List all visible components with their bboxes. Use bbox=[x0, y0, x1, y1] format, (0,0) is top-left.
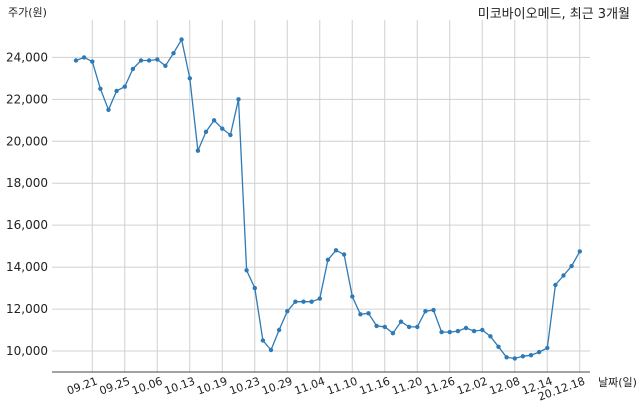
data-point bbox=[398, 319, 404, 324]
data-point bbox=[423, 309, 428, 314]
data-point bbox=[317, 296, 322, 301]
y-tick-labels: 10,000 12,000 14,000 16,000 18,000 20,000 22,0… bbox=[6, 50, 48, 358]
data-point bbox=[471, 328, 477, 334]
data-point bbox=[171, 51, 176, 56]
data-point bbox=[260, 338, 266, 343]
data-point bbox=[301, 299, 306, 304]
data-point bbox=[463, 325, 469, 331]
x-tick-label: 10.19 bbox=[195, 375, 229, 398]
x-tick-label: 09.21 bbox=[65, 375, 99, 398]
data-point bbox=[220, 126, 225, 131]
data-point bbox=[504, 355, 509, 360]
data-point bbox=[528, 353, 534, 358]
data-point bbox=[293, 299, 298, 304]
x-tick-label: 12.02 bbox=[455, 375, 489, 398]
data-point bbox=[512, 356, 517, 361]
data-point bbox=[415, 324, 420, 330]
x-tick-label: 11.04 bbox=[293, 375, 327, 398]
data-point bbox=[146, 58, 152, 63]
x-tick-label: 11.10 bbox=[325, 375, 359, 398]
data-point bbox=[350, 294, 355, 299]
data-point bbox=[455, 328, 461, 334]
data-points bbox=[73, 37, 582, 361]
data-point bbox=[520, 354, 526, 359]
y-tick-label: 24,000 bbox=[6, 50, 48, 64]
data-point bbox=[390, 331, 396, 336]
data-point bbox=[374, 323, 379, 329]
data-point bbox=[358, 312, 363, 317]
data-point bbox=[439, 329, 444, 335]
x-tick-label: 10.29 bbox=[260, 375, 294, 398]
data-point bbox=[252, 285, 257, 291]
data-point bbox=[561, 273, 566, 278]
data-point bbox=[545, 345, 550, 351]
data-point bbox=[236, 97, 241, 102]
data-point bbox=[325, 257, 331, 262]
data-point bbox=[341, 252, 347, 257]
data-point bbox=[577, 249, 582, 254]
data-point bbox=[187, 76, 192, 81]
y-tick-label: 10,000 bbox=[6, 344, 48, 358]
data-point bbox=[155, 57, 160, 62]
data-point bbox=[333, 248, 339, 253]
data-point bbox=[203, 129, 209, 134]
y-tick-label: 18,000 bbox=[6, 176, 48, 190]
data-point bbox=[122, 84, 128, 89]
x-tick-label: 12.08 bbox=[488, 375, 522, 398]
data-point bbox=[228, 132, 233, 138]
data-point bbox=[480, 327, 485, 333]
y-tick-label: 20,000 bbox=[6, 134, 48, 148]
data-point bbox=[569, 263, 574, 269]
data-point bbox=[73, 58, 79, 63]
series-line bbox=[75, 37, 581, 360]
data-point bbox=[447, 329, 452, 335]
data-point bbox=[488, 334, 493, 339]
data-point bbox=[163, 63, 168, 68]
x-tick-label: 09.25 bbox=[98, 375, 132, 398]
x-tick-label: 10.06 bbox=[130, 375, 164, 398]
x-tick-labels: 09.2109.2510.0610.1310.1910.2310.2911.04… bbox=[65, 375, 587, 404]
data-point bbox=[195, 148, 201, 153]
x-tick-label: 10.13 bbox=[163, 375, 197, 398]
data-point bbox=[90, 59, 95, 64]
data-point bbox=[309, 299, 314, 304]
data-point bbox=[276, 327, 282, 333]
y-tick-label: 12,000 bbox=[6, 302, 48, 316]
data-point bbox=[114, 88, 119, 94]
x-tick-label: 11.26 bbox=[423, 375, 457, 398]
data-point bbox=[553, 282, 558, 288]
data-point bbox=[536, 349, 542, 355]
data-point bbox=[179, 37, 184, 42]
x-tick-label: 11.20 bbox=[390, 375, 424, 398]
y-tick-label: 16,000 bbox=[6, 218, 48, 232]
data-point bbox=[211, 118, 217, 123]
data-point bbox=[138, 58, 144, 63]
data-point bbox=[382, 324, 387, 330]
data-point bbox=[106, 107, 111, 113]
data-point bbox=[130, 66, 136, 72]
data-point bbox=[244, 268, 249, 273]
x-tick-label: 10.23 bbox=[228, 375, 262, 398]
data-point bbox=[496, 344, 501, 349]
data-point bbox=[81, 55, 87, 60]
y-axis-label: 주가(원) bbox=[8, 6, 47, 19]
data-point bbox=[268, 347, 274, 353]
data-point bbox=[98, 86, 103, 92]
y-tick-label: 22,000 bbox=[6, 92, 48, 106]
y-tick-label: 14,000 bbox=[6, 260, 48, 274]
data-point bbox=[285, 309, 290, 314]
chart-title: 미코바이오메드, 최근 3개월 bbox=[478, 7, 630, 22]
data-point bbox=[406, 324, 412, 330]
data-point bbox=[431, 307, 436, 313]
x-tick-label: 11.16 bbox=[358, 375, 392, 398]
grid-layer bbox=[52, 20, 590, 372]
data-point bbox=[366, 311, 371, 316]
x-axis-label: 날짜(일) bbox=[598, 375, 637, 389]
